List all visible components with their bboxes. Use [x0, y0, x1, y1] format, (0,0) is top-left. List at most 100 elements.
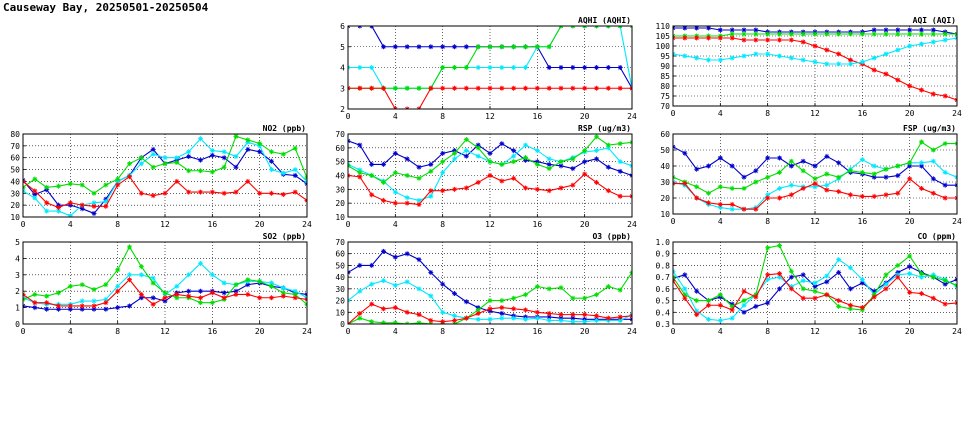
data-point-green [812, 176, 818, 182]
data-point-blue [594, 156, 599, 162]
data-point-red [942, 195, 948, 201]
data-point-green [617, 287, 623, 293]
data-point-blue [534, 159, 540, 165]
y-tick-label: 50 [660, 146, 670, 155]
data-point-cyan [392, 189, 398, 195]
data-point-red [942, 93, 948, 99]
y-tick-label: 0.8 [656, 261, 671, 270]
data-point-red [765, 272, 771, 278]
data-point-red [741, 288, 747, 294]
data-point-cyan [824, 182, 830, 188]
data-point-red [546, 188, 552, 194]
series-group [673, 139, 957, 212]
data-point-cyan [67, 213, 73, 217]
x-tick-label: 8 [440, 327, 445, 336]
data-point-green [357, 170, 363, 176]
chart-title: NO2 (ppb) [263, 124, 306, 133]
y-tick-label: 95 [660, 52, 670, 61]
x-tick-label: 0 [671, 217, 676, 226]
data-point-cyan [777, 53, 782, 59]
data-point-blue [440, 44, 446, 50]
data-point-blue [546, 314, 552, 320]
plot-frame [347, 133, 633, 218]
data-point-blue [91, 306, 97, 312]
data-point-cyan [883, 281, 889, 287]
series-group [348, 134, 632, 208]
y-tick-label: 4 [15, 254, 20, 263]
data-point-cyan [930, 158, 936, 164]
data-point-cyan [221, 149, 227, 155]
data-point-blue [741, 27, 747, 33]
data-point-green [706, 190, 711, 196]
data-point-blue [717, 27, 723, 33]
data-point-green [895, 163, 901, 169]
data-point-red [919, 87, 924, 93]
data-point-green [463, 65, 469, 70]
y-tick-label: 30 [10, 189, 20, 198]
data-point-cyan [487, 316, 493, 322]
data-point-green [91, 287, 97, 293]
data-point-cyan [753, 51, 759, 57]
data-point-red [511, 175, 517, 181]
x-tick-label: 12 [160, 327, 170, 336]
data-point-blue [694, 166, 700, 172]
data-point-green [416, 320, 422, 324]
data-point-green [765, 31, 771, 37]
data-point-red [475, 310, 481, 316]
data-point-cyan [162, 155, 168, 161]
data-point-red [523, 85, 528, 91]
data-point-green [930, 147, 936, 153]
y-tick-label: 3 [15, 271, 20, 280]
data-point-blue [895, 27, 901, 33]
data-point-red [729, 35, 735, 41]
data-point-red [930, 295, 936, 301]
data-point-cyan [859, 59, 865, 65]
x-tick-label: 24 [302, 220, 312, 229]
data-point-cyan [871, 163, 877, 169]
data-point-cyan [546, 317, 552, 323]
data-point-green [534, 284, 540, 290]
data-point-blue [186, 288, 192, 294]
data-point-red [115, 288, 121, 294]
data-point-blue [357, 142, 363, 148]
data-point-green [895, 262, 901, 268]
data-point-cyan [694, 55, 700, 61]
data-point-green [67, 283, 73, 289]
data-point-blue [942, 281, 948, 287]
data-point-green [209, 300, 215, 306]
chart-title: O3 (ppb) [592, 232, 631, 241]
data-point-red [871, 67, 877, 73]
data-point-blue [292, 173, 298, 178]
data-point-red [292, 189, 298, 195]
data-point-cyan [198, 260, 203, 266]
data-point-green [800, 31, 806, 37]
x-tick-label: 4 [393, 220, 398, 229]
data-point-red [357, 85, 363, 91]
data-point-blue [428, 269, 434, 275]
data-point-blue [753, 168, 759, 174]
data-point-red [930, 91, 936, 97]
data-point-cyan [127, 272, 132, 278]
data-point-cyan [416, 286, 422, 292]
x-tick-label: 4 [393, 112, 398, 121]
data-point-green [138, 155, 144, 161]
data-point-cyan [440, 309, 446, 315]
data-point-cyan [186, 149, 192, 155]
data-point-blue [800, 272, 806, 278]
data-point-red [694, 312, 700, 318]
data-point-cyan [186, 272, 192, 278]
data-point-blue [475, 142, 481, 148]
x-tick-label: 4 [718, 327, 723, 336]
x-tick-label: 4 [393, 327, 398, 336]
data-point-red [594, 85, 599, 91]
data-point-green [369, 319, 375, 324]
data-point-green [777, 243, 782, 249]
data-point-red [198, 189, 203, 195]
data-point-green [523, 44, 528, 50]
chart-title: FSP (ug/m3) [903, 124, 956, 133]
data-point-cyan [440, 170, 446, 176]
data-point-blue [381, 248, 386, 254]
plot-frame [22, 133, 308, 218]
data-point-green [605, 142, 611, 148]
data-point-blue [392, 150, 398, 156]
